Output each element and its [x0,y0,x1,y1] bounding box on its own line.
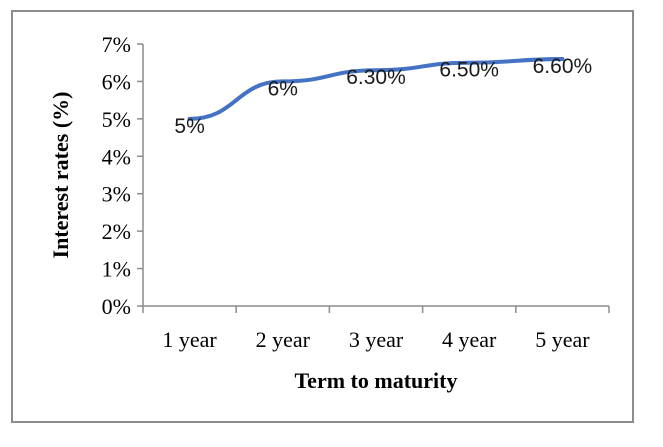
x-tick-label: 1 year [162,327,217,352]
y-tick-label: 3% [102,182,131,207]
y-tick-label: 1% [102,257,131,282]
x-tick-label: 4 year [442,327,497,352]
y-axis-title: Interest rates (%) [48,92,73,259]
y-tick-label: 0% [102,294,131,319]
data-label: 6% [268,77,298,100]
x-axis-ticks: 1 year 2 year 3 year 4 year 5 year [142,306,610,352]
axes [142,44,609,307]
data-label: 5% [174,115,204,138]
y-tick-label: 4% [102,144,131,169]
x-axis-title: Term to maturity [295,368,458,393]
y-tick-label: 2% [102,219,131,244]
data-label: 6.30% [346,66,406,89]
series-line [187,56,565,121]
x-tick-label: 3 year [349,327,404,352]
y-axis-ticks: 0% 1% 2% 3% 4% 5% 6% 7% [102,32,143,319]
data-label: 6.50% [439,59,499,82]
x-tick-label: 2 year [256,327,311,352]
data-label: 6.60% [533,55,593,78]
y-tick-label: 5% [102,107,131,132]
series [187,56,565,121]
y-tick-label: 6% [102,69,131,94]
x-tick-label: 5 year [535,327,590,352]
data-labels: 5% 6% 6.30% 6.50% 6.60% [174,55,592,138]
y-tick-label: 7% [102,32,131,57]
